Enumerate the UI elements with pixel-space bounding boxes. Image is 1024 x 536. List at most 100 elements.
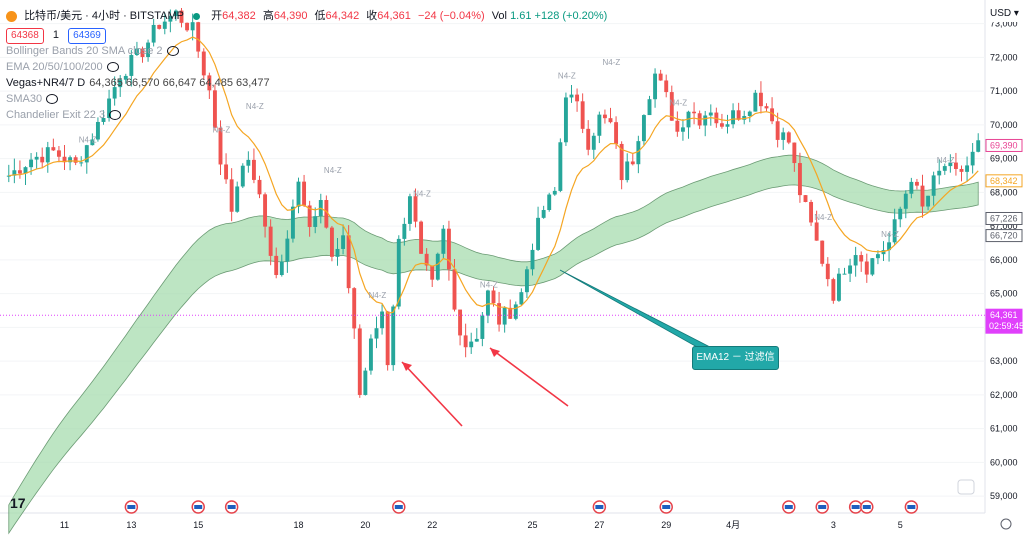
event-flag-stripe	[784, 505, 793, 509]
candle-body	[814, 222, 819, 241]
eye-icon[interactable]	[166, 46, 179, 57]
y-tick-label: 66,000	[990, 255, 1018, 265]
candle-body	[653, 73, 658, 100]
candle-body	[731, 110, 736, 125]
indicator-ema[interactable]: EMA 20/50/100/200	[6, 59, 607, 75]
y-tick-label: 62,000	[990, 390, 1018, 400]
candle-body	[380, 311, 385, 329]
x-tick-label: 27	[594, 520, 604, 530]
candle-body	[112, 87, 117, 99]
candle-body	[274, 255, 279, 276]
currency-selector[interactable]: USD ▾	[986, 6, 1022, 22]
indicator-vegas[interactable]: Vegas+NR4/7 D 64,365 66,570 66,647 64,485…	[6, 77, 270, 89]
candle-body	[162, 21, 167, 29]
event-flag-stripe	[851, 505, 860, 509]
candle-body	[647, 99, 652, 116]
candle-body	[107, 98, 112, 118]
candle-body	[407, 196, 412, 224]
candle-body	[497, 303, 502, 325]
volume-value: 1.61	[510, 10, 532, 22]
candle-body	[708, 112, 713, 116]
candle-body	[185, 22, 190, 31]
candle-body	[853, 255, 858, 266]
candle-body	[803, 195, 808, 202]
candle-body	[970, 151, 975, 166]
candle-body	[781, 132, 786, 140]
candle-body	[508, 307, 513, 319]
red-arrow	[401, 361, 463, 427]
y-tick-label: 69,000	[990, 154, 1018, 164]
candle-body	[173, 10, 178, 17]
candle-body	[680, 127, 685, 132]
order-row: 64368 1 64369	[6, 27, 607, 44]
candle-body	[157, 24, 162, 29]
eye-icon[interactable]	[109, 110, 122, 121]
candle-body	[151, 24, 156, 43]
candle-body	[196, 22, 201, 52]
candle-body	[875, 254, 880, 259]
candle-body	[212, 90, 217, 128]
candle-body	[536, 217, 541, 250]
candle-body	[669, 92, 674, 121]
indicator-chandelier[interactable]: Chandelier Exit 22 3	[6, 107, 607, 123]
candle-body	[792, 142, 797, 164]
candle-body	[29, 159, 34, 168]
indicator-sma30[interactable]: SMA30	[6, 91, 607, 107]
sell-price-button[interactable]: 64368	[6, 28, 44, 44]
candle-body	[742, 116, 747, 120]
candle-body	[552, 190, 557, 195]
price-label-box	[985, 308, 1023, 334]
candle-body	[747, 111, 752, 117]
nr-label: N4-Z	[558, 71, 576, 80]
candle-body	[848, 265, 853, 274]
y-tick-label: 73,000	[990, 19, 1018, 29]
candle-body	[664, 80, 669, 93]
candle-body	[948, 162, 953, 167]
candle-body	[40, 156, 45, 163]
eye-icon[interactable]	[106, 62, 119, 73]
candle-body	[396, 238, 401, 307]
candle-body	[524, 269, 529, 293]
y-tick-label: 59,000	[990, 491, 1018, 501]
x-tick-label: 4月	[726, 520, 740, 530]
candle-body	[614, 122, 619, 144]
candle-body	[335, 248, 340, 257]
price-label: 67,226	[990, 213, 1018, 223]
candle-body	[903, 193, 908, 209]
candle-body	[892, 219, 897, 243]
annotation-callout[interactable]: EMA12 － 过滤信号	[692, 346, 779, 385]
candle-body	[458, 309, 463, 336]
y-tick-label: 72,000	[990, 52, 1018, 62]
candle-body	[23, 167, 28, 174]
candle-body	[257, 179, 262, 195]
candle-body	[931, 175, 936, 196]
candle-body	[909, 181, 914, 194]
nr-label: N4-Z	[480, 281, 498, 290]
candle-body	[179, 10, 184, 23]
candle-body	[530, 249, 535, 270]
eye-icon[interactable]	[46, 94, 59, 105]
candle-body	[346, 235, 351, 289]
candle-body	[51, 147, 56, 151]
candle-body	[926, 195, 931, 207]
symbol-title[interactable]: 比特币/美元 · 4小时 · BITSTAMP	[24, 10, 184, 22]
candle-body	[675, 120, 680, 132]
close-value: 64,361	[377, 10, 411, 22]
candle-body	[246, 159, 251, 166]
candle-body	[6, 175, 11, 177]
price-label: 68,342	[990, 176, 1018, 186]
event-flag-stripe	[227, 505, 236, 509]
candle-body	[820, 240, 825, 264]
event-flag-stripe	[595, 505, 604, 509]
buy-price-button[interactable]: 64369	[68, 28, 106, 44]
candle-body	[513, 304, 518, 319]
indicator-bollinger[interactable]: Bollinger Bands 20 SMA close 2	[6, 43, 607, 59]
nr-label: N4-Z	[603, 58, 621, 67]
candle-body	[469, 341, 474, 348]
candle-body	[563, 97, 568, 143]
candle-body	[480, 315, 485, 339]
candle-body	[547, 194, 552, 210]
event-flag-stripe	[394, 505, 403, 509]
